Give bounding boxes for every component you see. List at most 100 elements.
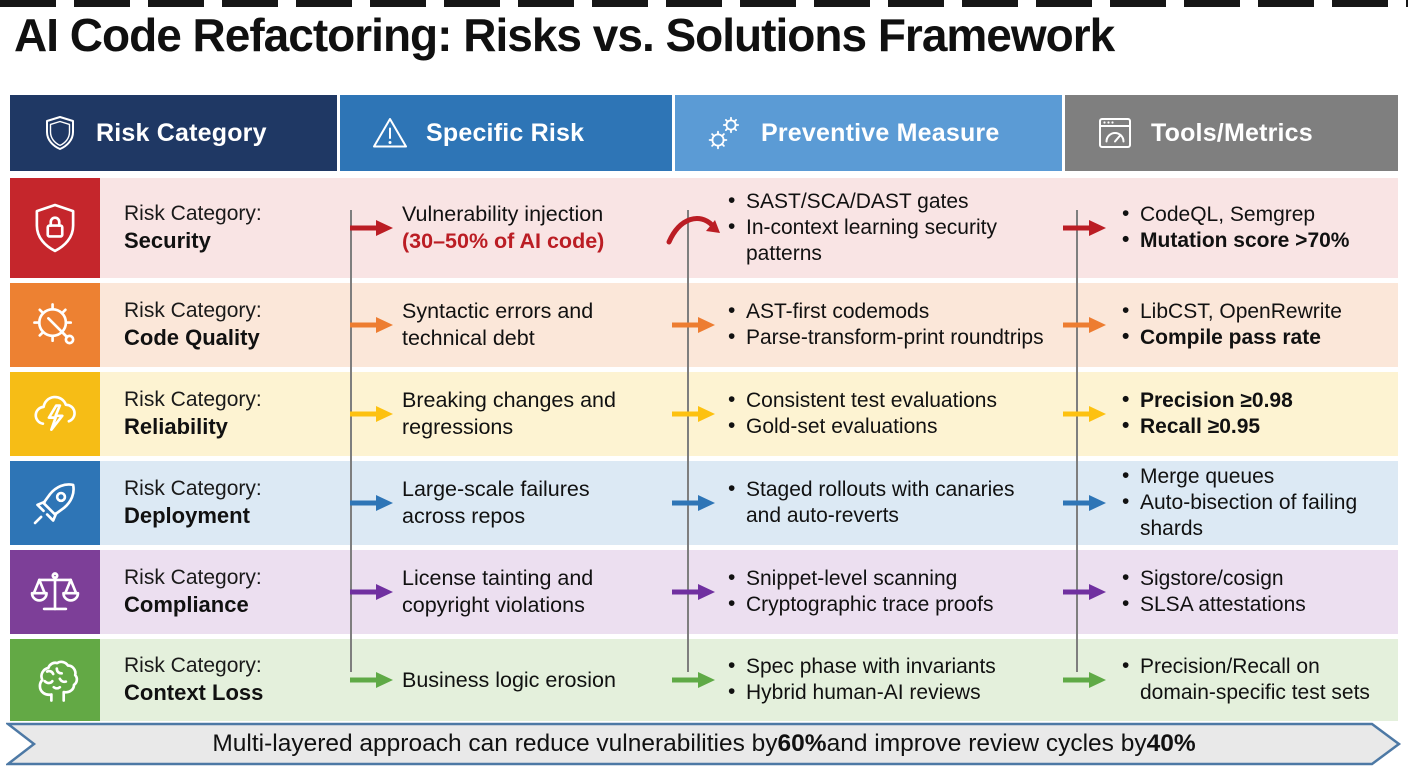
- arrow-icon: [340, 218, 402, 238]
- risk-text: Vulnerability injection: [402, 202, 604, 227]
- arrow-icon: [1052, 582, 1116, 602]
- row-reliability: Risk Category: Reliability Breaking chan…: [10, 372, 1398, 456]
- arrow-icon: [340, 493, 402, 513]
- chevron-banner-shape: [6, 722, 1402, 766]
- header-label: Tools/Metrics: [1151, 118, 1313, 147]
- specific-risk-cell: Syntactic errors and technical debt: [402, 298, 664, 352]
- footer-stat-40: 40%: [1146, 730, 1196, 757]
- arrow-icon: [664, 493, 722, 513]
- footer-summary: Multi-layered approach can reduce vulner…: [6, 722, 1402, 766]
- row-security: Risk Category: Security Vulnerability in…: [10, 178, 1398, 278]
- risk-text: Business logic erosion: [402, 667, 616, 692]
- gauge-window-icon: [1095, 113, 1135, 153]
- header-specific-risk: Specific Risk: [340, 95, 675, 171]
- specific-risk-cell: License tainting and copyright violation…: [402, 565, 664, 619]
- measure-item: AST-first codemods: [722, 298, 1052, 325]
- arrow-icon: [1052, 404, 1116, 424]
- measure-item: Cryptographic trace proofs: [722, 591, 1052, 618]
- footer-text: Multi-layered approach can reduce vulner…: [212, 730, 778, 757]
- category-cell: Risk Category: Deployment: [100, 476, 340, 530]
- category-cell: Risk Category: Compliance: [100, 565, 340, 619]
- risk-text: Syntactic errors and technical debt: [402, 299, 594, 350]
- curved-arrow-icon: [664, 209, 722, 247]
- category-prefix: Risk Category:: [124, 654, 262, 678]
- tool-item: Merge queues: [1116, 463, 1398, 490]
- tools-metrics-list: CodeQL, Semgrep Mutation score >70%: [1116, 201, 1398, 254]
- measure-item: Spec phase with invariants: [722, 653, 1052, 680]
- arrow-icon: [664, 670, 722, 690]
- header-preventive-measure: Preventive Measure: [675, 95, 1065, 171]
- category-name: Context Loss: [124, 680, 264, 706]
- category-cell: Risk Category: Reliability: [100, 387, 340, 441]
- header-tools-metrics: Tools/Metrics: [1065, 95, 1398, 171]
- risk-text: Breaking changes and regressions: [402, 388, 616, 439]
- column-connector-line: [687, 210, 689, 672]
- tools-metrics-list: Precision ≥0.98 Recall ≥0.95: [1116, 387, 1398, 440]
- shield-icon: [40, 113, 80, 153]
- tool-item: Mutation score >70%: [1116, 227, 1398, 254]
- row-deployment: Risk Category: Deployment Large-scale fa…: [10, 461, 1398, 545]
- arrow-icon: [340, 670, 402, 690]
- risk-text: License tainting and copyright violation…: [402, 566, 594, 617]
- preventive-measures-list: Snippet-level scanning Cryptographic tra…: [722, 565, 1052, 618]
- table-rows: Risk Category: Security Vulnerability in…: [10, 178, 1398, 721]
- tool-item: LibCST, OpenRewrite: [1116, 298, 1398, 325]
- measure-item: Staged rollouts with canaries and auto-r…: [722, 476, 1052, 529]
- category-name: Deployment: [124, 503, 250, 529]
- scales-icon: [10, 550, 100, 634]
- arrow-icon: [1052, 493, 1116, 513]
- measure-item: In-context learning security patterns: [722, 214, 1052, 267]
- specific-risk-cell: Large-scale failures across repos: [402, 476, 664, 530]
- measure-item: Snippet-level scanning: [722, 565, 1052, 592]
- arrow-icon: [664, 582, 722, 602]
- preventive-measures-list: Staged rollouts with canaries and auto-r…: [722, 476, 1052, 529]
- specific-risk-cell: Business logic erosion: [402, 667, 664, 694]
- header-label: Risk Category: [96, 118, 267, 147]
- measure-item: SAST/SCA/DAST gates: [722, 188, 1052, 215]
- tool-item: Auto-bisection of failing shards: [1116, 489, 1398, 542]
- risk-highlight-text: (30–50% of AI code): [402, 229, 605, 253]
- arrow-icon: [664, 404, 722, 424]
- header-label: Preventive Measure: [761, 118, 1000, 147]
- tool-item: Precision ≥0.98: [1116, 387, 1398, 414]
- tool-item: Compile pass rate: [1116, 324, 1398, 351]
- category-prefix: Risk Category:: [124, 388, 262, 412]
- tools-metrics-list: Merge queues Auto-bisection of failing s…: [1116, 463, 1398, 542]
- arrow-icon: [664, 315, 722, 335]
- category-prefix: Risk Category:: [124, 202, 262, 226]
- header-label: Specific Risk: [426, 118, 585, 147]
- arrow-icon: [340, 582, 402, 602]
- shield-lock-icon: [10, 178, 100, 278]
- column-connector-line: [1076, 210, 1078, 672]
- gears-icon: [705, 113, 745, 153]
- gear-wrench-icon: [10, 283, 100, 367]
- preventive-measures-list: SAST/SCA/DAST gates In-context learning …: [722, 188, 1052, 267]
- table-header: Risk Category Specific Risk: [10, 95, 1398, 171]
- row-code-quality: Risk Category: Code Quality Syntactic er…: [10, 283, 1398, 367]
- preventive-measures-list: Spec phase with invariants Hybrid human-…: [722, 653, 1052, 706]
- category-name: Code Quality: [124, 325, 260, 351]
- tools-metrics-list: Sigstore/cosign SLSA attestations: [1116, 565, 1398, 618]
- tool-item: CodeQL, Semgrep: [1116, 201, 1398, 228]
- specific-risk-cell: Vulnerability injection (30–50% of AI co…: [402, 201, 664, 255]
- brain-icon: [10, 639, 100, 721]
- footer-text: and improve review cycles by: [826, 730, 1147, 757]
- risk-solution-table: Risk Category Specific Risk: [10, 95, 1398, 721]
- preventive-measures-list: Consistent test evaluations Gold-set eva…: [722, 387, 1052, 440]
- arrow-icon: [1052, 670, 1116, 690]
- category-name: Security: [124, 228, 211, 254]
- measure-item: Consistent test evaluations: [722, 387, 1052, 414]
- tool-item: Recall ≥0.95: [1116, 413, 1398, 440]
- category-cell: Risk Category: Context Loss: [100, 653, 340, 707]
- top-edge-dashes: [0, 0, 1408, 7]
- category-cell: Risk Category: Code Quality: [100, 298, 340, 352]
- rocket-icon: [10, 461, 100, 545]
- category-name: Reliability: [124, 414, 228, 440]
- specific-risk-cell: Breaking changes and regressions: [402, 387, 664, 441]
- category-cell: Risk Category: Security: [100, 201, 340, 255]
- risk-text: Large-scale failures across repos: [402, 477, 590, 528]
- arrow-icon: [1052, 218, 1116, 238]
- tool-item: SLSA attestations: [1116, 591, 1398, 618]
- tool-item: Precision/Recall on domain-specific test…: [1116, 653, 1398, 706]
